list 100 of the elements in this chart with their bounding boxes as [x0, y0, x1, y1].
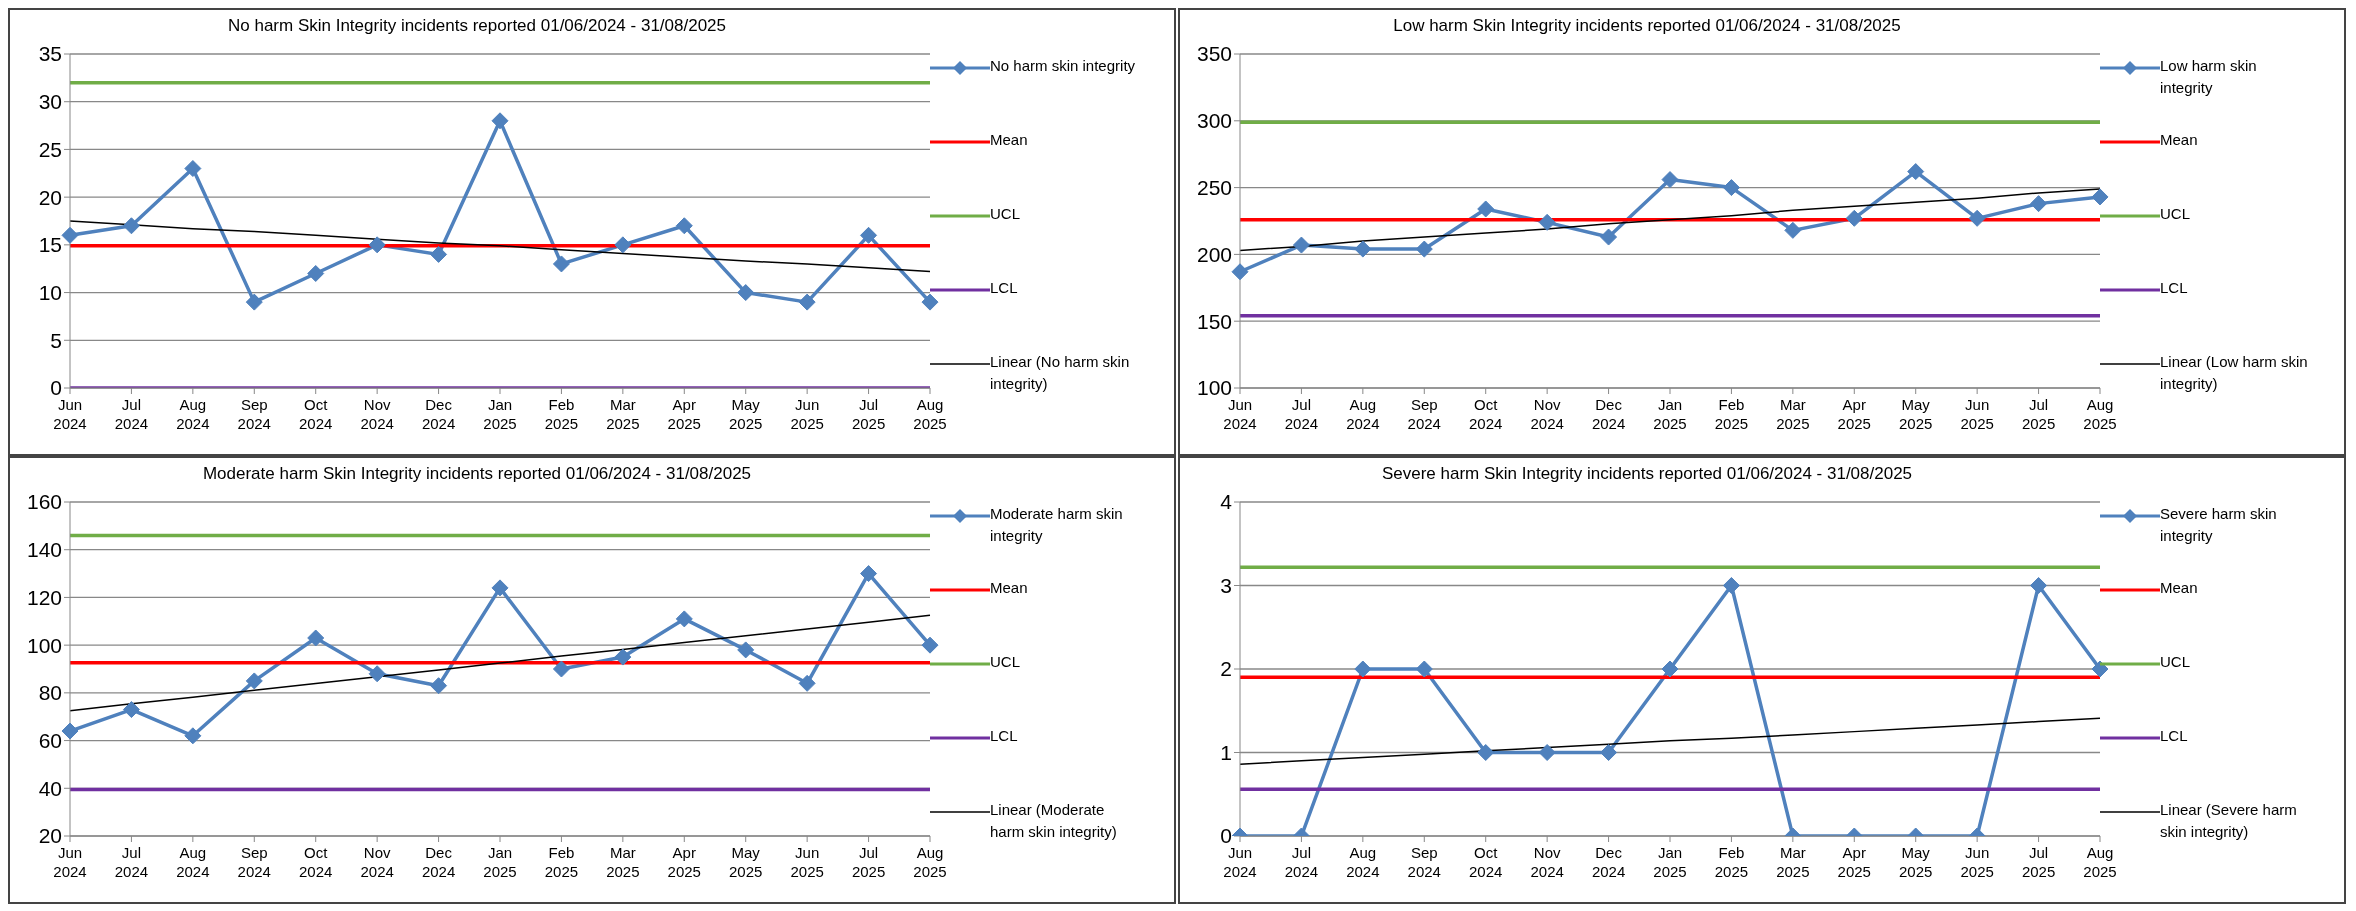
y-tick-label: 2: [1220, 657, 1232, 681]
x-tick-label: Jan 2025: [1653, 844, 1687, 880]
x-tick-label: Jul 2024: [1284, 396, 1319, 432]
x-tick-label: Jan 2025: [483, 396, 517, 432]
x-tick-label: Jun 2025: [1960, 396, 1994, 432]
legend-label: Moderate harm skin integrity: [990, 504, 1124, 546]
point: [245, 293, 263, 311]
point: [1600, 228, 1618, 246]
point: [1415, 240, 1433, 258]
point: [860, 226, 878, 244]
point: [368, 236, 386, 254]
point: [2030, 195, 2048, 213]
legend-label: Low harm skin integrity: [2160, 56, 2258, 98]
x-tick-label: Jan 2025: [483, 844, 517, 880]
x-tick-label: Aug 2025: [2083, 844, 2117, 880]
point: [921, 293, 939, 311]
point: [614, 236, 632, 254]
y-tick-label: 80: [38, 681, 62, 705]
x-tick-label: Nov 2024: [1530, 844, 1564, 880]
x-tick-label: May 2025: [729, 844, 763, 880]
point: [1845, 209, 1863, 227]
point: [61, 226, 79, 244]
y-tick-label: 150: [1196, 309, 1232, 333]
x-tick-label: Jul 2025: [2021, 396, 2056, 432]
x-tick-label: May 2025: [1899, 844, 1933, 880]
x-tick-label: Aug 2024: [1346, 844, 1380, 880]
legend-label: UCL: [990, 652, 1021, 672]
point: [2091, 188, 2109, 206]
x-tick-label: Sep 2024: [237, 844, 271, 880]
x-tick-label: Feb 2025: [1714, 396, 1749, 432]
x-tick-label: Jul 2024: [114, 844, 149, 880]
x-tick-label: Dec 2024: [1591, 844, 1626, 880]
point: [1907, 163, 1925, 181]
y-tick-label: 40: [38, 776, 62, 800]
x-tick-label: Jun 2025: [790, 396, 824, 432]
x-tick-label: Mar 2025: [1776, 396, 1810, 432]
legend-label: LCL: [2160, 726, 2189, 746]
x-tick-label: Sep 2024: [1407, 396, 1441, 432]
y-tick-label: 100: [26, 633, 62, 657]
point: [430, 245, 448, 263]
x-tick-label: Sep 2024: [1407, 844, 1441, 880]
x-tick-label: Jul 2025: [2021, 844, 2056, 880]
y-tick-label: 300: [1196, 109, 1232, 133]
x-tick-label: Dec 2024: [421, 396, 456, 432]
point: [430, 677, 448, 695]
point: [245, 672, 263, 690]
point: [1661, 171, 1679, 189]
x-tick-label: Feb 2025: [1714, 844, 1749, 880]
legend-label: No harm skin integrity: [990, 56, 1137, 76]
legend-label: UCL: [2160, 652, 2191, 672]
x-tick-label: Aug 2024: [176, 844, 210, 880]
legend-label: Severe harm skin integrity: [2160, 504, 2278, 546]
x-tick-label: Dec 2024: [421, 844, 456, 880]
x-tick-label: Jul 2024: [1284, 844, 1319, 880]
x-tick-label: Aug 2024: [176, 396, 210, 432]
x-tick-label: Oct 2024: [299, 396, 333, 432]
x-tick-label: Jul 2025: [851, 396, 886, 432]
point: [491, 579, 509, 597]
y-tick-label: 60: [38, 729, 62, 753]
y-tick-label: 200: [1196, 242, 1232, 266]
x-tick-label: Aug 2024: [1346, 396, 1380, 432]
point: [1231, 263, 1249, 281]
legend-label: UCL: [2160, 204, 2191, 224]
point: [798, 293, 816, 311]
legend-label: Linear (Moderate harm skin integrity): [990, 800, 1118, 842]
x-tick-label: Sep 2024: [237, 396, 271, 432]
point: [1538, 213, 1556, 231]
y-tick-label: 5: [50, 328, 62, 352]
x-tick-label: Apr 2025: [667, 396, 701, 432]
point: [184, 727, 202, 745]
legend-label: Mean: [2160, 578, 2199, 598]
point: [122, 701, 140, 719]
y-tick-label: 140: [26, 538, 62, 562]
x-tick-label: Oct 2024: [1469, 396, 1503, 432]
point: [307, 629, 325, 647]
y-tick-label: 160: [26, 490, 62, 514]
legend-label: Linear (Severe harm skin integrity): [2160, 800, 2298, 842]
point: [61, 722, 79, 740]
x-tick-label: Feb 2025: [544, 396, 579, 432]
x-tick-label: Apr 2025: [667, 844, 701, 880]
x-tick-label: Apr 2025: [1837, 844, 1871, 880]
y-tick-label: 3: [1220, 573, 1232, 597]
y-tick-label: 250: [1196, 176, 1232, 200]
y-tick-label: 15: [38, 233, 62, 257]
point: [1354, 240, 1372, 258]
point: [860, 565, 878, 583]
point: [1292, 236, 1310, 254]
point: [675, 217, 693, 235]
point: [1968, 209, 1986, 227]
point: [1477, 200, 1495, 218]
point: [491, 112, 509, 130]
x-tick-label: Oct 2024: [1469, 844, 1503, 880]
point: [552, 660, 570, 678]
y-tick-label: 20: [38, 185, 62, 209]
point: [798, 674, 816, 692]
point: [737, 641, 755, 659]
x-tick-label: Aug 2025: [2083, 396, 2117, 432]
x-tick-label: Jun 2025: [1960, 844, 1994, 880]
x-tick-label: Jan 2025: [1653, 396, 1687, 432]
y-tick-label: 30: [38, 90, 62, 114]
